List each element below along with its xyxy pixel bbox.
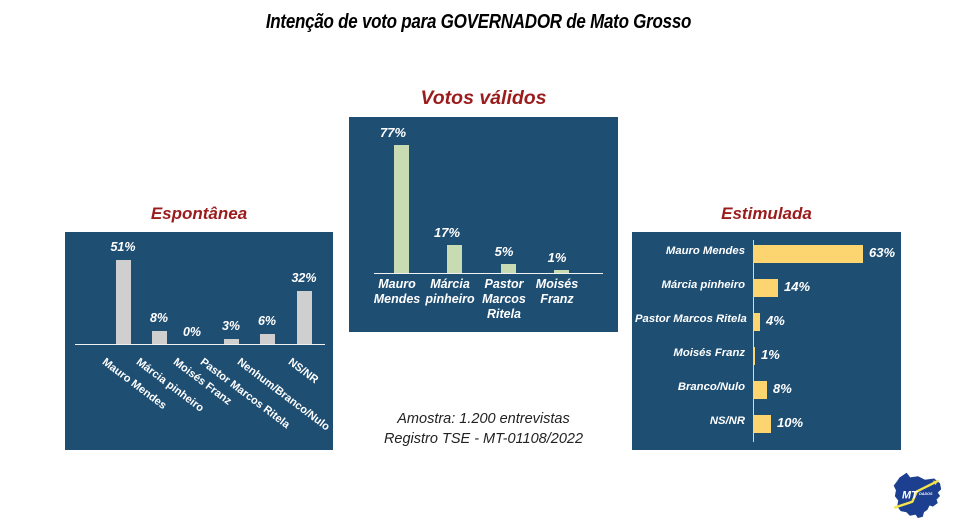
svg-text:DADOS: DADOS	[919, 492, 933, 496]
svg-text:MT: MT	[902, 489, 919, 501]
